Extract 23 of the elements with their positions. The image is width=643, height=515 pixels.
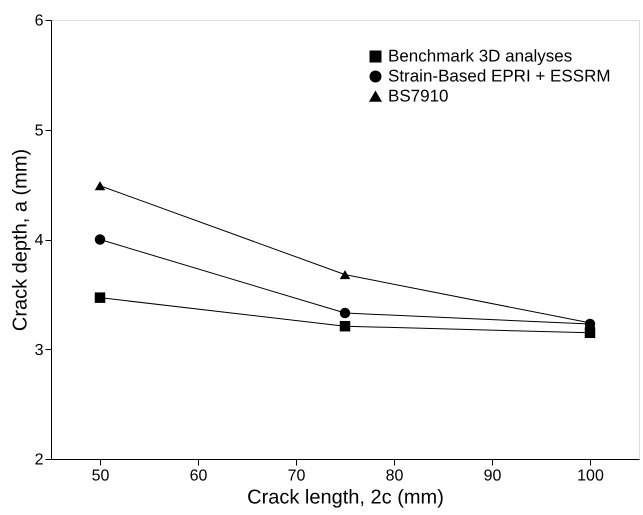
x-tick-label: 60 [190, 468, 208, 484]
point [94, 234, 106, 245]
y-axis-title: Crack depth, a (mm) [10, 148, 32, 332]
point [94, 292, 106, 303]
legend-label: Benchmark 3D analyses [388, 46, 572, 66]
point [340, 270, 350, 280]
x-tick-label: 70 [288, 468, 306, 484]
point [94, 181, 106, 190]
y-tick-label: 6 [34, 12, 44, 30]
y-tick-label: 4 [34, 232, 44, 249]
x-tick-label: 100 [577, 468, 604, 484]
legend-label: BS7910 [388, 86, 448, 106]
x-tick-label: 50 [92, 468, 110, 484]
y-tick-label: 3 [34, 342, 44, 359]
x-tick-label: 80 [386, 468, 404, 484]
x-axis-title: Crack length, 2c (mm) [247, 486, 444, 508]
point [340, 320, 350, 332]
y-tick-label: 5 [34, 122, 44, 140]
legend-label: Strain-Based EPRI + ESSRM [388, 66, 611, 86]
x-tick-label: 90 [484, 468, 502, 484]
y-tick-label: 2 [34, 452, 44, 468]
point [340, 308, 350, 318]
point [584, 328, 596, 338]
